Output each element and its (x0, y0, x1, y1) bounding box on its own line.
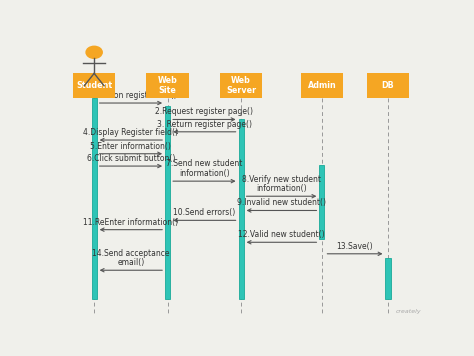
Text: Student: Student (76, 81, 112, 90)
Bar (238, 120, 244, 299)
Bar (367, 73, 409, 98)
Bar (385, 258, 391, 299)
Text: 14.Send acceptance
email(): 14.Send acceptance email() (92, 248, 170, 267)
Text: 9.Invalid new student(): 9.Invalid new student() (237, 198, 326, 208)
Text: 7.Send new student
information(): 7.Send new student information() (166, 159, 243, 178)
Text: Admin: Admin (308, 81, 336, 90)
Bar (91, 98, 97, 299)
Text: 12.Valid new student(): 12.Valid new student() (238, 230, 325, 239)
Text: 1.Click on register tab(): 1.Click on register tab() (85, 91, 176, 100)
Bar (220, 73, 262, 98)
Text: 13.Save(): 13.Save() (337, 242, 374, 251)
Bar (146, 73, 189, 98)
Text: 10.Send errors(): 10.Send errors() (173, 208, 236, 217)
Text: creately: creately (395, 309, 421, 314)
Text: Web
Site: Web Site (158, 75, 178, 95)
Text: 6.Click submit button(): 6.Click submit button() (87, 154, 175, 163)
Text: DB: DB (382, 81, 394, 90)
Text: Web
Server: Web Server (226, 75, 256, 95)
Bar (319, 165, 325, 239)
Text: 5.Enter information(): 5.Enter information() (91, 142, 171, 151)
Bar (301, 73, 343, 98)
Bar (165, 106, 170, 299)
Text: 3. Return register page(): 3. Return register page() (157, 120, 252, 129)
Circle shape (86, 46, 102, 58)
Text: 8.Verify new student
information(): 8.Verify new student information() (242, 174, 321, 193)
Bar (73, 73, 115, 98)
Text: 4.Display Register field(): 4.Display Register field() (83, 128, 178, 137)
Text: 2.Request register page(): 2.Request register page() (155, 108, 254, 116)
Text: 11.ReEnter information(): 11.ReEnter information() (83, 218, 178, 227)
